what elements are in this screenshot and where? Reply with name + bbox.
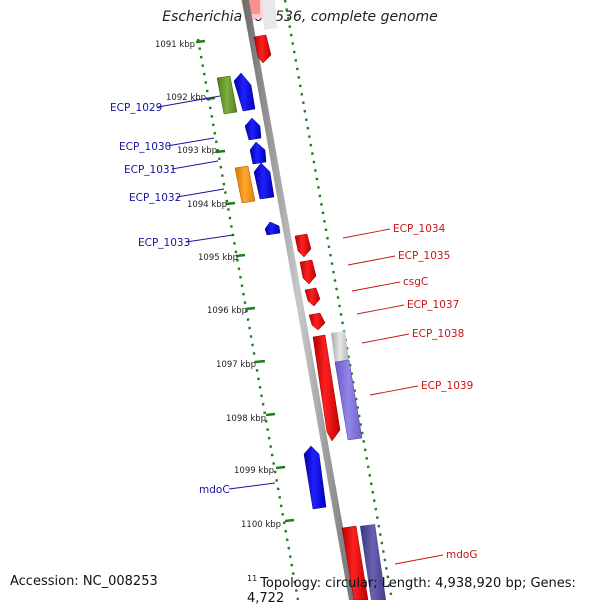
gene-mdog-purple bbox=[360, 524, 386, 600]
gene-ecp-1034 bbox=[294, 233, 312, 258]
gene-ecp-1038-grey bbox=[331, 331, 349, 364]
gene-label-ecp-1037[interactable]: ECP_1037 bbox=[407, 299, 459, 311]
gene-ecp-1033 bbox=[264, 221, 281, 236]
tick-label-1099: 1099 kbp bbox=[234, 466, 274, 476]
gene-csgc bbox=[304, 287, 321, 307]
gene-ecp-1031 bbox=[249, 141, 267, 165]
scale-ticks: 1091 kbp 1092 kbp 1093 kbp 1094 kbp 1095… bbox=[155, 39, 295, 530]
tick-label-1094: 1094 kbp bbox=[187, 200, 227, 210]
gene-label-ecp-1032[interactable]: ECP_1032 bbox=[129, 192, 181, 204]
gene-top-red bbox=[253, 34, 272, 64]
gene-label-ecp-1034[interactable]: ECP_1034 bbox=[393, 223, 446, 235]
right-gene-labels: ECP_1034 ECP_1035 csgC ECP_1037 ECP_1038… bbox=[393, 223, 477, 561]
gene-ecp-1030 bbox=[244, 117, 262, 141]
genome-backbone bbox=[242, 0, 356, 600]
forward-genes bbox=[216, 72, 327, 510]
reverse-track bbox=[283, 0, 394, 600]
accession-text: Accession: NC_008253 bbox=[10, 574, 158, 589]
gene-label-ecp-1039[interactable]: ECP_1039 bbox=[421, 380, 473, 392]
gene-mdog bbox=[341, 525, 369, 600]
gene-ecp-1032-orange bbox=[234, 165, 256, 204]
gene-ecp-1029 bbox=[233, 72, 256, 112]
gene-ecp-1032 bbox=[253, 162, 275, 200]
scale-track bbox=[196, 38, 300, 600]
gene-ecp-1037 bbox=[308, 312, 326, 331]
gene-label-ecp-1038[interactable]: ECP_1038 bbox=[412, 328, 464, 340]
left-gene-labels: ECP_1029 ECP_1030 ECP_1031 ECP_1032 ECP_… bbox=[110, 102, 230, 496]
gene-label-csgc[interactable]: csgC bbox=[403, 276, 428, 288]
gene-mdoc bbox=[303, 445, 327, 510]
map-title: Escherichia coli 536, complete genome bbox=[162, 9, 438, 25]
gene-label-mdog[interactable]: mdoG bbox=[446, 549, 477, 561]
right-leaders bbox=[342, 228, 444, 565]
reverse-genes bbox=[253, 34, 386, 600]
gene-label-ecp-1033[interactable]: ECP_1033 bbox=[138, 237, 190, 249]
gene-ecp-1038 bbox=[312, 334, 341, 442]
tick-label-1095: 1095 kbp bbox=[198, 253, 238, 263]
tick-label-1093: 1093 kbp bbox=[177, 146, 217, 156]
gene-label-mdoc[interactable]: mdoC bbox=[199, 484, 230, 496]
genome-summary-text: Topology: circular; Length: 4,938,920 bp… bbox=[247, 576, 576, 606]
gene-label-ecp-1031[interactable]: ECP_1031 bbox=[124, 164, 176, 176]
tick-label-1100: 1100 kbp bbox=[241, 520, 281, 530]
tick-label-1097: 1097 kbp bbox=[216, 360, 256, 370]
footer-superscript: 11 bbox=[247, 574, 258, 583]
tick-label-1098: 1098 kbp bbox=[226, 414, 266, 424]
genome-summary: 11 Topology: circular; Length: 4,938,920 … bbox=[247, 574, 600, 606]
tick-label-1096: 1096 kbp bbox=[207, 306, 247, 316]
left-leaders bbox=[157, 95, 276, 490]
gene-label-ecp-1029[interactable]: ECP_1029 bbox=[110, 102, 162, 114]
gene-label-ecp-1035[interactable]: ECP_1035 bbox=[398, 250, 450, 262]
gene-label-ecp-1030[interactable]: ECP_1030 bbox=[119, 141, 171, 153]
tick-label-1091: 1091 kbp bbox=[155, 40, 195, 50]
tick-label-1092: 1092 kbp bbox=[166, 93, 206, 103]
gene-ecp-1029-green bbox=[216, 75, 238, 115]
gene-ecp-1035 bbox=[299, 259, 317, 285]
gene-ecp-1039 bbox=[334, 359, 363, 441]
